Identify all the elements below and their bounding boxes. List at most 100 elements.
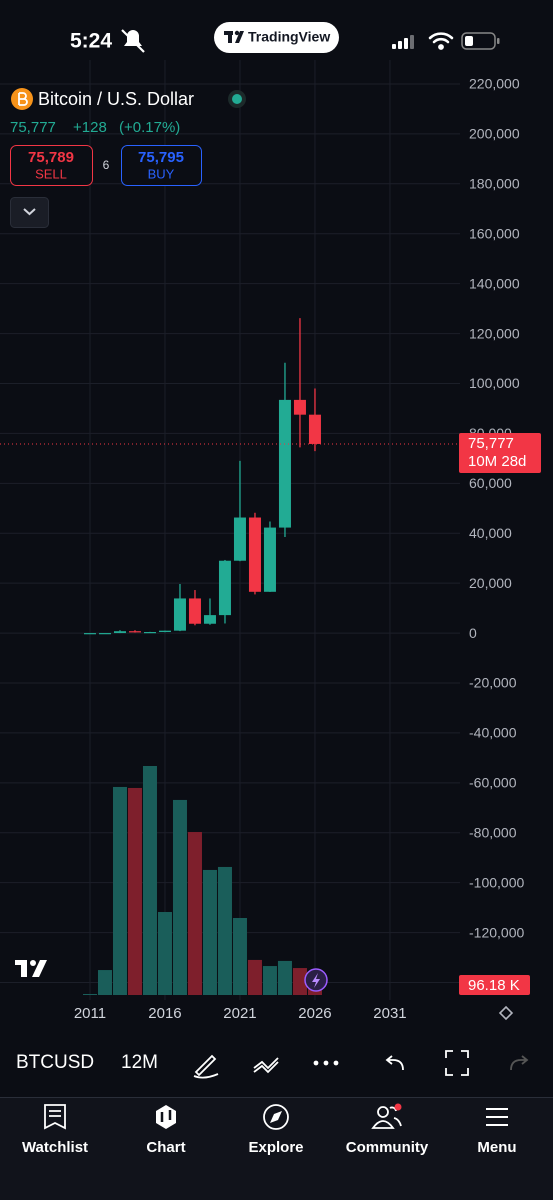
menu-icon xyxy=(486,1108,508,1126)
volume-bar xyxy=(127,787,142,995)
y-tick-label: -40,000 xyxy=(469,725,517,741)
candle-body xyxy=(83,633,96,635)
x-tick-label: 2011 xyxy=(74,1005,106,1022)
bitcoin-glyph xyxy=(18,92,28,106)
toolbar-symbol[interactable]: BTCUSD xyxy=(16,1052,94,1073)
spread: 6 xyxy=(103,158,110,172)
nav-label[interactable]: Watchlist xyxy=(22,1139,88,1156)
volume-bar xyxy=(82,994,97,995)
candle-body xyxy=(293,399,306,415)
x-tick-label: 2021 xyxy=(223,1005,256,1022)
community-icon xyxy=(377,1106,389,1118)
candle-body xyxy=(248,517,261,592)
y-tick-label: 20,000 xyxy=(469,575,512,591)
volume-label: 96.18 K xyxy=(468,977,520,994)
wifi-icon xyxy=(428,32,454,50)
y-tick-label: 120,000 xyxy=(469,325,520,341)
candle-body xyxy=(173,598,186,631)
last-price-badge xyxy=(459,432,541,473)
app-name: TradingView xyxy=(248,29,330,45)
volume-bar xyxy=(292,968,307,995)
volume-bar xyxy=(247,959,262,995)
explore-icon xyxy=(263,1104,289,1130)
notification-dot xyxy=(394,1103,402,1111)
price-change-percent: (+0.17%) xyxy=(119,119,180,136)
volume-badge xyxy=(459,975,530,995)
buy-label: BUY xyxy=(148,166,175,181)
x-tick-label: 2026 xyxy=(298,1005,331,1022)
last-price: 75,777 xyxy=(10,119,56,136)
chart-icon-candles xyxy=(160,1110,172,1122)
volume-bar xyxy=(232,918,247,995)
nav-label[interactable]: Community xyxy=(346,1139,429,1156)
fullscreen-icon[interactable] xyxy=(445,1050,469,1076)
axis-layer: 220,000 200,000 180,000 160,000 140,000 120,0… xyxy=(0,76,541,1022)
volume-bar xyxy=(157,912,172,995)
nav-label[interactable]: Explore xyxy=(248,1139,303,1156)
y-tick-label: -100,000 xyxy=(469,874,524,890)
toolbar-interval[interactable]: 12M xyxy=(121,1052,158,1073)
more-icon[interactable] xyxy=(313,1060,339,1066)
candle-body xyxy=(158,630,171,633)
volume-bar xyxy=(187,832,202,995)
y-tick-label: 200,000 xyxy=(469,126,520,142)
sell-button[interactable] xyxy=(10,145,93,186)
chevron-icon xyxy=(23,208,36,216)
draw-icon[interactable] xyxy=(193,1054,219,1079)
redo-icon xyxy=(510,1055,529,1071)
app-logo xyxy=(224,30,244,43)
bolt-icon xyxy=(312,973,320,988)
y-tick-label: -80,000 xyxy=(469,824,517,840)
candle-body xyxy=(263,527,276,592)
y-tick-label: 100,000 xyxy=(469,375,520,391)
volume-bar xyxy=(97,970,112,995)
candle-body xyxy=(233,517,246,561)
indicators-icon[interactable] xyxy=(253,1057,279,1074)
volume-bar xyxy=(277,960,292,995)
x-tick-label: 2031 xyxy=(373,1005,406,1022)
volume-bar xyxy=(202,869,217,995)
watchlist-icon xyxy=(44,1104,66,1130)
candle-body xyxy=(203,615,216,624)
candle-body xyxy=(143,632,156,634)
compass-needle xyxy=(270,1111,282,1123)
candle-body xyxy=(218,560,231,616)
candle-body xyxy=(128,631,141,633)
settings-icon[interactable] xyxy=(498,1005,514,1021)
undo-icon[interactable] xyxy=(385,1055,404,1071)
candle-layer xyxy=(83,318,321,635)
buy-price: 75,795 xyxy=(138,149,184,166)
volume-bar xyxy=(112,786,127,995)
status-time: 5:24 xyxy=(70,30,112,53)
tv-watermark xyxy=(15,960,47,977)
volume-bar xyxy=(172,799,187,995)
candle-body xyxy=(308,414,321,444)
symbol-name: Bitcoin / U.S. Dollar xyxy=(38,89,194,109)
y-tick-label: -60,000 xyxy=(469,775,517,791)
y-tick-label: -20,000 xyxy=(469,675,517,691)
volume-bar xyxy=(142,766,157,995)
nav-label[interactable]: Menu xyxy=(477,1139,516,1156)
market-open-dot xyxy=(232,94,242,104)
y-tick-label: 0 xyxy=(469,625,477,641)
mute-icon xyxy=(121,29,145,53)
collapse-button[interactable] xyxy=(10,197,49,228)
last-price-label: 75,777 xyxy=(468,435,514,452)
y-tick-label: 140,000 xyxy=(469,275,520,291)
y-tick-label: 40,000 xyxy=(469,525,512,541)
app-pill xyxy=(214,22,339,53)
volume-layer xyxy=(82,766,322,995)
candle-body xyxy=(113,631,126,634)
buy-button[interactable] xyxy=(121,145,202,186)
y-tick-label: 180,000 xyxy=(469,176,520,192)
nav-label[interactable]: Chart xyxy=(146,1139,185,1156)
bar-countdown: 10M 28d xyxy=(468,453,526,470)
price-change: +128 xyxy=(73,119,107,136)
y-tick-label: 60,000 xyxy=(469,475,512,491)
y-tick-label: -120,000 xyxy=(469,924,524,940)
x-tick-label: 2016 xyxy=(148,1005,181,1022)
volume-bar xyxy=(217,866,232,995)
